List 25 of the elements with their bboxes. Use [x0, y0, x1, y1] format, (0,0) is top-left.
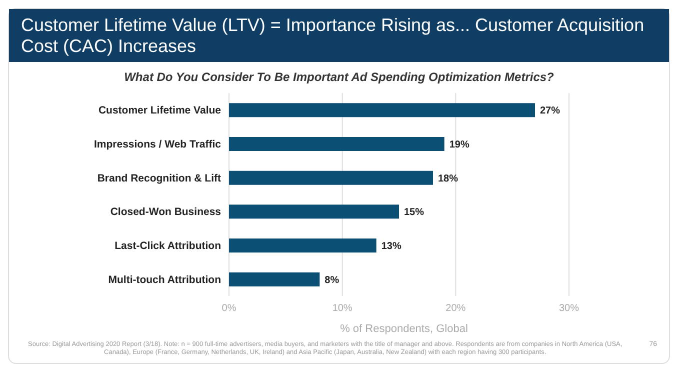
data-label: 15% [404, 208, 424, 219]
y-tick-label: Customer Lifetime Value [98, 105, 222, 118]
bar [229, 104, 535, 118]
data-label: 19% [449, 140, 470, 151]
bar [229, 238, 376, 253]
x-axis-title: % of Respondents, Global [339, 323, 469, 336]
y-tick-label: Last-Click Attribution [114, 240, 221, 252]
data-label: 8% [324, 275, 340, 286]
x-tick-label: 0% [222, 303, 236, 314]
bar [229, 137, 444, 152]
chart-title: Customer Lifetime Value (LTV) = Importance Rising as... Customer Acquisition Cost (CAC) Increases [9, 9, 669, 62]
x-tick-label: 10% [332, 303, 352, 314]
y-tick-label: Closed-Won Business [110, 206, 222, 219]
x-tick-label: 20% [446, 303, 466, 314]
bar [229, 205, 399, 220]
data-label: 27% [540, 106, 560, 118]
bar [229, 171, 433, 186]
chart-subtitle: What Do You Consider To Be Important Ad Spending Optimization Metrics? [123, 70, 555, 84]
bar [229, 272, 320, 287]
y-tick-label: Impressions / Web Traffic [94, 138, 222, 151]
y-tick-label: Brand Recognition & Lift [97, 172, 222, 185]
x-tick-label: 30% [558, 303, 580, 314]
data-label: 18% [438, 174, 458, 185]
y-tick-label: Multi-touch Attribution [108, 274, 221, 286]
data-label: 13% [381, 241, 402, 252]
